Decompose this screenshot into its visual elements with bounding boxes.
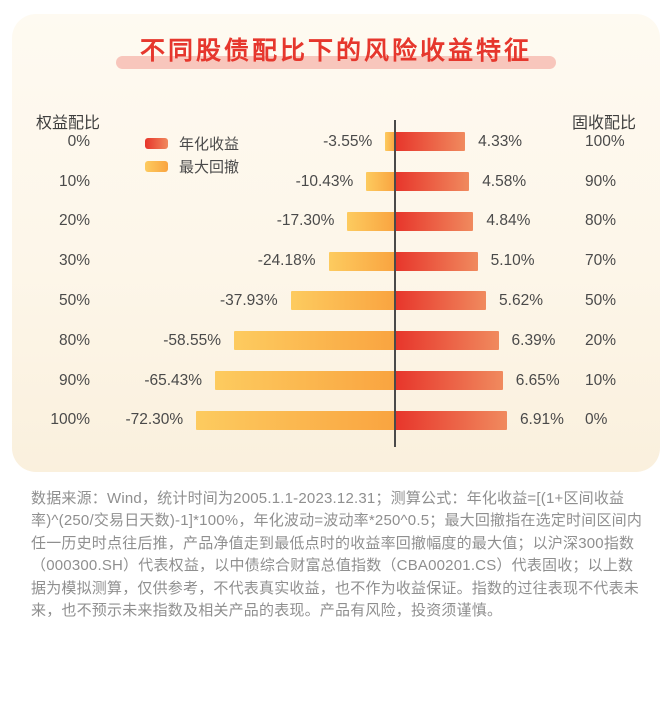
- drawdown-value: -10.43%: [295, 172, 354, 190]
- equity-ratio-label: 30%: [58, 252, 90, 270]
- title-highlight-bar: [116, 56, 556, 69]
- chart-row: 0% -3.55% 4.33% 100%: [12, 129, 660, 155]
- fixed-income-ratio-label: 70%: [585, 252, 617, 270]
- chart-row: 90% -65.43% 6.65% 10%: [12, 368, 660, 394]
- drawdown-bar: [366, 172, 395, 191]
- drawdown-value: -72.30%: [125, 411, 184, 429]
- center-axis-line: [394, 120, 396, 447]
- drawdown-bar: [347, 211, 395, 231]
- chart-row: 10% -10.43% 4.58% 90%: [12, 169, 660, 195]
- return-bar: [395, 331, 499, 351]
- return-value: 4.33%: [478, 132, 523, 150]
- chart-rows: 0% -3.55% 4.33% 100% 10% -10.43% 4.58% 90% 20% -1…: [12, 14, 660, 472]
- return-swatch-icon: [145, 137, 168, 149]
- legend: 年化收益 最大回撤: [145, 135, 239, 181]
- chart-row: 100% -72.30% 6.91% 0%: [12, 407, 660, 433]
- fixed-income-ratio-label: 80%: [585, 212, 617, 230]
- footnote-text: 数据来源：Wind，统计时间为2005.1.1-2023.12.31；测算公式：…: [31, 490, 643, 620]
- title-block: 不同股债配比下的风险收益特征: [12, 36, 660, 69]
- drawdown-bar: [328, 251, 395, 271]
- return-bar: [395, 211, 474, 231]
- return-value: 4.84%: [486, 212, 531, 230]
- drawdown-value: -58.55%: [163, 331, 221, 349]
- fixed-income-ratio-label: 90%: [585, 172, 617, 190]
- page-title: 不同股债配比下的风险收益特征: [139, 37, 532, 65]
- drawdown-bar: [233, 331, 395, 351]
- fixed-income-ratio-label: 50%: [585, 291, 617, 309]
- equity-ratio-label: 0%: [67, 132, 90, 150]
- return-bar: [395, 371, 503, 390]
- fixed-income-column-header: 固收配比: [572, 115, 637, 132]
- fixed-income-ratio-label: 20%: [585, 331, 617, 349]
- chart-row: 80% -58.55% 6.39% 20%: [12, 328, 660, 354]
- chart-card: 不同股债配比下的风险收益特征 权益配比 固收配比 年化收益 最大回撤 0% -3.…: [12, 14, 660, 472]
- return-value: 5.10%: [490, 252, 535, 270]
- fixed-income-ratio-label: 100%: [585, 132, 625, 150]
- chart-row: 50% -37.93% 5.62% 50%: [12, 288, 660, 314]
- chart-row: 30% -24.18% 5.10% 70%: [12, 248, 660, 274]
- equity-ratio-label: 100%: [50, 411, 90, 429]
- drawdown-bar: [196, 410, 395, 430]
- equity-column-header: 权益配比: [36, 115, 101, 132]
- equity-ratio-label: 80%: [58, 331, 90, 349]
- return-bar: [395, 132, 466, 152]
- fixed-income-ratio-label: 10%: [585, 371, 617, 389]
- drawdown-value: -65.43%: [144, 371, 203, 389]
- return-bar: [395, 172, 470, 191]
- equity-ratio-label: 50%: [58, 291, 90, 309]
- drawdown-bar: [385, 132, 395, 152]
- chart-row: 20% -17.30% 4.84% 80%: [12, 208, 660, 234]
- drawdown-value: -3.55%: [323, 132, 373, 150]
- equity-ratio-label: 10%: [58, 172, 90, 190]
- drawdown-swatch-icon: [145, 160, 168, 172]
- legend-item-return: 年化收益: [145, 135, 240, 153]
- legend-item-drawdown: 最大回撤: [145, 158, 240, 176]
- return-bar: [395, 291, 487, 311]
- drawdown-value: -17.30%: [276, 212, 335, 230]
- drawdown-bar: [290, 291, 395, 311]
- equity-ratio-label: 20%: [58, 212, 90, 230]
- legend-return-label: 年化收益: [179, 135, 240, 153]
- legend-drawdown-label: 最大回撤: [179, 158, 240, 176]
- drawdown-bar: [215, 371, 395, 390]
- return-value: 6.91%: [519, 411, 564, 429]
- return-bar: [395, 251, 478, 271]
- return-value: 6.39%: [511, 331, 556, 349]
- drawdown-value: -37.93%: [219, 291, 278, 309]
- return-value: 5.62%: [499, 291, 543, 309]
- drawdown-value: -24.18%: [257, 252, 316, 270]
- return-value: 4.58%: [482, 172, 527, 190]
- return-bar: [395, 410, 507, 430]
- equity-ratio-label: 90%: [58, 371, 90, 389]
- fixed-income-ratio-label: 0%: [585, 411, 608, 429]
- return-value: 6.65%: [515, 371, 560, 389]
